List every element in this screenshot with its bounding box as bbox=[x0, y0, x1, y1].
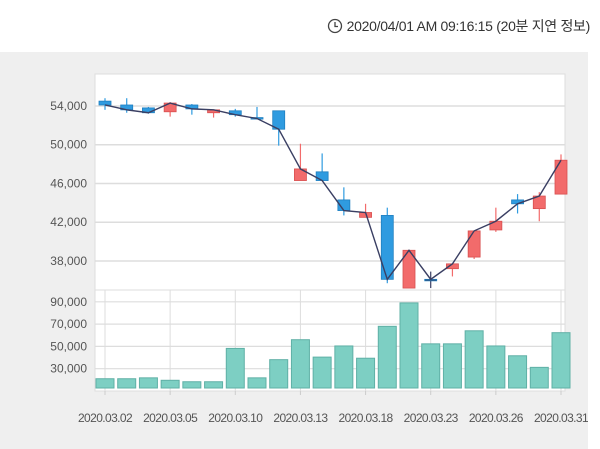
volume-bar bbox=[204, 381, 224, 389]
volume-bar bbox=[225, 347, 245, 389]
volume-bar bbox=[508, 355, 528, 389]
volume-bar bbox=[312, 356, 332, 389]
volume-bar bbox=[421, 343, 441, 389]
volume-bar bbox=[117, 378, 137, 389]
close-price-line bbox=[104, 102, 562, 281]
volume-bar bbox=[356, 357, 376, 389]
volume-bar bbox=[290, 339, 310, 389]
volume-tick-label: 70,000 bbox=[50, 317, 87, 331]
x-tick-label: 2020.03.26 bbox=[469, 411, 524, 425]
volume-bar bbox=[182, 381, 202, 389]
volume-tick-label: 50,000 bbox=[50, 339, 87, 353]
candle-body bbox=[315, 171, 329, 181]
volume-bar bbox=[247, 377, 267, 389]
price-tick-label: 46,000 bbox=[50, 176, 87, 190]
price-tick-label: 38,000 bbox=[50, 254, 87, 268]
volume-bar bbox=[95, 378, 115, 389]
x-tick-label: 2020.03.31 bbox=[534, 411, 588, 425]
volume-bar bbox=[399, 302, 419, 389]
price-tick-label: 50,000 bbox=[50, 138, 87, 152]
volume-bar bbox=[551, 332, 571, 389]
volume-bar bbox=[442, 343, 462, 389]
volume-tick-label: 90,000 bbox=[50, 295, 87, 309]
timestamp-header: 2020/04/01 AM 09:16:15 (20분 지연 정보) bbox=[327, 16, 590, 36]
volume-bar bbox=[334, 345, 354, 389]
volume-bar bbox=[160, 379, 180, 389]
x-tick-label: 2020.03.10 bbox=[208, 411, 263, 425]
volume-bar bbox=[486, 345, 506, 389]
price-tick-label: 42,000 bbox=[50, 215, 87, 229]
volume-tick-label: 30,000 bbox=[50, 362, 87, 376]
candle-body bbox=[554, 159, 568, 195]
x-tick-label: 2020.03.23 bbox=[404, 411, 459, 425]
x-tick-label: 2020.03.02 bbox=[78, 411, 133, 425]
chart-panel: 54,000 50,000 46,000 42,000 38,000 90,000 70,0… bbox=[0, 52, 588, 449]
candle-body bbox=[380, 215, 394, 280]
candle-body bbox=[98, 100, 112, 106]
price-tick-label: 54,000 bbox=[50, 99, 87, 113]
volume-bar bbox=[464, 330, 484, 389]
volume-bar bbox=[377, 325, 397, 389]
volume-bar bbox=[138, 377, 158, 389]
x-tick-label: 2020.03.18 bbox=[339, 411, 394, 425]
volume-bar bbox=[529, 366, 549, 389]
x-tick-label: 2020.03.13 bbox=[273, 411, 328, 425]
clock-icon bbox=[327, 18, 343, 34]
volume-bar bbox=[269, 359, 289, 389]
timestamp-text: 2020/04/01 AM 09:16:15 (20분 지연 정보) bbox=[346, 18, 591, 34]
candle-body bbox=[467, 230, 481, 258]
stock-chart: 54,000 50,000 46,000 42,000 38,000 90,000 70,0… bbox=[50, 73, 588, 425]
x-tick-label: 2020.03.05 bbox=[143, 411, 198, 425]
